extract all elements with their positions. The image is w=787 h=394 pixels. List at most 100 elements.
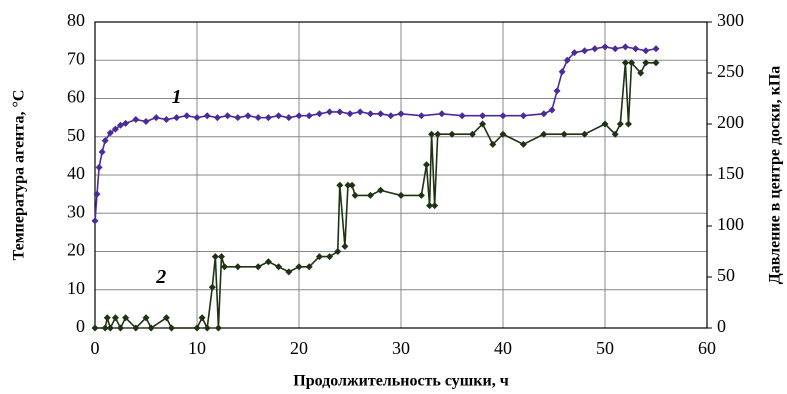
data-point <box>101 137 109 145</box>
data-point <box>264 114 272 122</box>
data-point <box>326 253 334 261</box>
data-point <box>637 69 645 77</box>
data-point <box>499 130 507 138</box>
data-point <box>601 43 609 51</box>
data-point <box>611 45 619 53</box>
data-point <box>581 130 589 138</box>
data-point <box>570 49 578 57</box>
x-tick-label: 10 <box>188 338 206 358</box>
data-point <box>315 110 323 118</box>
y-axis-label: Температура агента, °С <box>11 90 28 261</box>
data-point <box>95 163 103 171</box>
y-tick-label: 70 <box>67 48 85 68</box>
data-point <box>193 114 201 122</box>
y2-tick-label: 0 <box>717 316 726 336</box>
data-point <box>234 114 242 122</box>
data-point <box>111 314 119 322</box>
data-point <box>601 120 609 128</box>
data-point <box>397 110 405 118</box>
data-point <box>132 324 140 332</box>
annotation: 2 <box>155 266 166 288</box>
data-point <box>162 314 170 322</box>
data-point <box>91 324 99 332</box>
y-tick-label: 80 <box>67 10 85 30</box>
data-point <box>642 59 650 67</box>
data-point <box>244 112 252 120</box>
x-tick-label: 40 <box>494 338 512 358</box>
data-point <box>346 110 354 118</box>
data-point <box>326 108 334 116</box>
data-point <box>208 283 216 291</box>
data-point <box>366 191 374 199</box>
data-point <box>98 148 106 156</box>
data-point <box>117 324 124 332</box>
data-point <box>122 314 130 322</box>
data-point <box>591 45 599 53</box>
data-point <box>111 125 119 133</box>
data-point <box>624 120 632 128</box>
data-point <box>438 110 446 118</box>
data-point <box>348 181 356 189</box>
data-point <box>341 242 349 250</box>
y2-tick-label: 300 <box>717 10 744 30</box>
data-point <box>616 120 624 128</box>
data-point <box>336 181 344 189</box>
data-point <box>628 59 636 67</box>
x-tick-label: 0 <box>91 338 100 358</box>
y2-tick-label: 50 <box>717 265 735 285</box>
data-point <box>652 59 660 67</box>
data-point <box>142 314 150 322</box>
data-point <box>117 121 124 129</box>
data-point <box>366 110 374 118</box>
data-point <box>203 324 211 332</box>
data-point <box>101 324 109 332</box>
data-point <box>285 268 293 276</box>
data-point <box>221 263 229 271</box>
data-point <box>489 140 497 148</box>
y-tick-label: 20 <box>67 240 85 260</box>
data-point <box>351 191 359 199</box>
y2-tick-label: 250 <box>717 61 744 81</box>
data-point <box>275 263 283 271</box>
data-point <box>479 112 487 120</box>
data-point <box>193 324 201 332</box>
x-tick-label: 50 <box>596 338 614 358</box>
data-point <box>448 130 456 138</box>
data-point <box>642 47 650 55</box>
data-point <box>203 112 211 120</box>
data-point <box>611 130 619 138</box>
y-tick-label: 50 <box>67 125 85 145</box>
data-point <box>356 108 364 116</box>
data-point <box>458 112 466 120</box>
data-point <box>581 47 589 55</box>
x-tick-label: 60 <box>698 338 716 358</box>
data-point <box>428 130 436 138</box>
data-point <box>387 112 395 120</box>
data-point <box>652 45 660 53</box>
x-axis-label: Продолжительность сушки, ч <box>293 373 508 390</box>
x-tick-label: 20 <box>290 338 308 358</box>
data-point <box>431 202 439 210</box>
data-point <box>173 114 181 122</box>
data-point <box>423 161 430 169</box>
data-point <box>336 108 344 116</box>
data-point <box>168 324 175 332</box>
data-point <box>198 314 206 322</box>
plot-frame <box>94 21 708 329</box>
data-point <box>264 258 272 266</box>
data-point <box>540 110 548 118</box>
data-point <box>142 117 150 125</box>
data-point <box>295 263 303 271</box>
data-point <box>563 56 571 64</box>
data-point <box>214 324 222 332</box>
data-point <box>377 110 385 118</box>
data-point <box>344 181 352 189</box>
data-point <box>147 324 155 332</box>
data-point <box>499 112 507 120</box>
data-point <box>417 112 425 120</box>
data-point <box>122 119 130 127</box>
data-point <box>334 248 342 255</box>
data-point <box>315 253 323 261</box>
data-point <box>479 120 487 128</box>
